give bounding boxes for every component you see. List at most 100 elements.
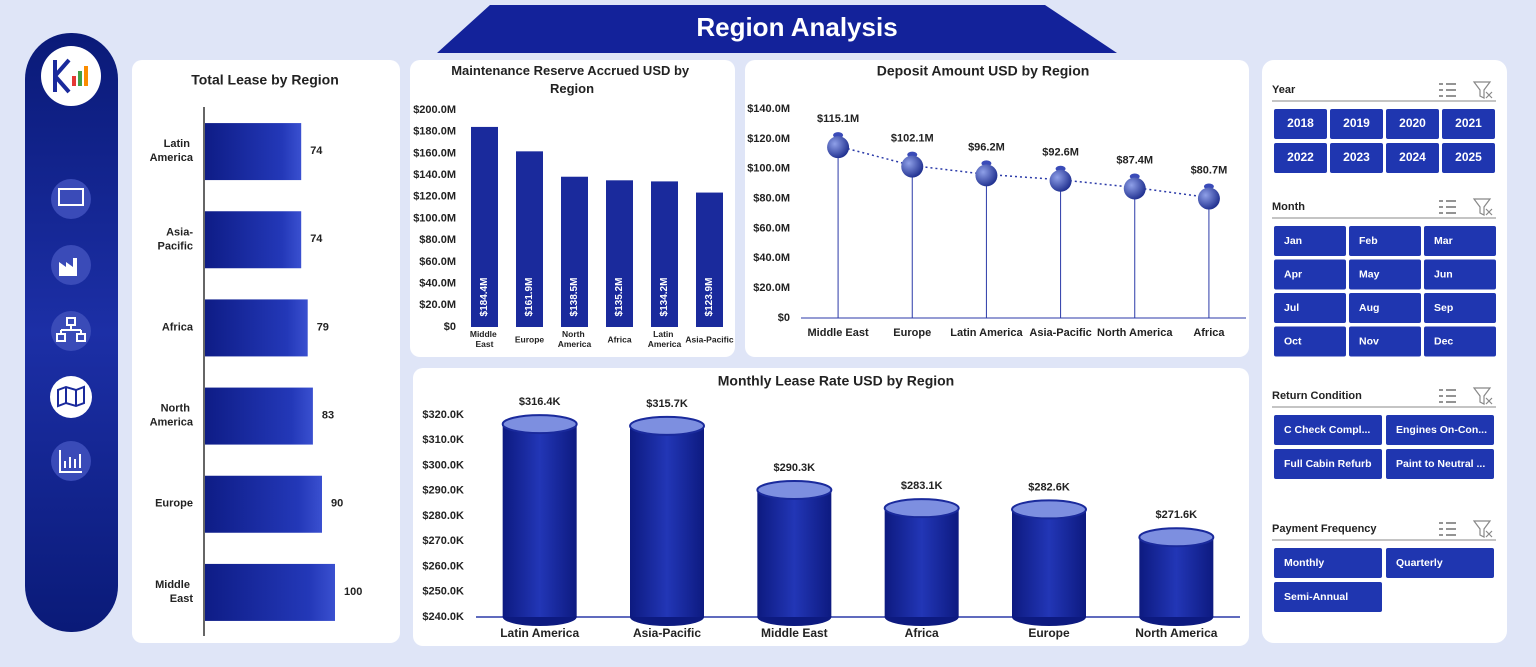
slicer-item: 2020: [1399, 116, 1426, 130]
multi-select-icon[interactable]: [1439, 200, 1456, 214]
data-label: $138.5M: [569, 278, 580, 317]
data-label: 79: [317, 321, 329, 333]
marker: [1123, 177, 1146, 200]
nav-icon: [59, 450, 82, 473]
slicer-button[interactable]: [1386, 415, 1494, 445]
bar: [630, 425, 704, 617]
marker: [1049, 169, 1072, 192]
nav-factory[interactable]: [51, 245, 91, 285]
x-tick-label: Asia-Pacific: [685, 334, 733, 344]
logo-bar: [84, 66, 88, 86]
x-tick-label: Middle East: [808, 327, 869, 339]
bar: [1012, 509, 1086, 617]
cylinder-top: [883, 498, 960, 519]
y-tick-label: Latin America: [150, 138, 194, 164]
nav-icon: [59, 258, 77, 276]
logo-mark: [53, 58, 71, 94]
slicer-button[interactable]: [1349, 326, 1421, 357]
y-tick-label: $120.0M: [413, 191, 456, 203]
bar: [205, 299, 308, 357]
slicer-item: Dec: [1434, 335, 1453, 347]
y-tick-label: $160.0M: [413, 147, 456, 159]
slicer-button[interactable]: [1424, 326, 1496, 357]
data-label: $184.4M: [479, 278, 490, 317]
slicer-button[interactable]: [1274, 548, 1382, 578]
cylinder-top: [501, 414, 578, 435]
slicer-button[interactable]: [1274, 259, 1346, 290]
slicer-button[interactable]: [1274, 449, 1382, 479]
data-label: $96.2M: [968, 141, 1005, 153]
bar: [502, 424, 577, 617]
slicer-button[interactable]: [1442, 143, 1495, 173]
x-tick-label: Africa: [607, 334, 631, 344]
x-tick-label: Middle East: [761, 626, 828, 640]
slicer-item: Apr: [1284, 268, 1302, 280]
slicer-button[interactable]: [1274, 143, 1327, 173]
multi-select-icon[interactable]: [1439, 83, 1456, 97]
clear-filter-icon[interactable]: [1472, 81, 1493, 99]
slicer-button[interactable]: [1349, 226, 1421, 256]
y-tick-label: $100.0M: [747, 163, 790, 175]
slicer-item: 2018: [1287, 116, 1314, 130]
data-label: $271.6K: [1156, 509, 1198, 521]
y-tick-label: Europe: [155, 498, 193, 510]
slicer-button[interactable]: [1274, 109, 1327, 139]
cylinder-top: [756, 479, 833, 500]
bar: [205, 563, 335, 621]
chart-title: Deposit Amount USD by Region: [877, 63, 1090, 79]
slicer-button[interactable]: [1386, 143, 1439, 173]
slicer-item: Nov: [1359, 335, 1379, 347]
slicer-button[interactable]: [1274, 293, 1346, 323]
slicer-button[interactable]: [1274, 582, 1382, 612]
slicer-item: Semi-Annual: [1284, 591, 1348, 603]
cylinder-top: [1011, 499, 1087, 520]
slicer-button[interactable]: [1386, 449, 1494, 479]
y-tick-label: $270.0K: [422, 535, 464, 547]
data-label: $123.9M: [704, 278, 715, 317]
slicer-button[interactable]: [1349, 293, 1421, 323]
slicer-button[interactable]: [1442, 109, 1495, 139]
slicer-button[interactable]: [1424, 293, 1496, 323]
slicer-button[interactable]: [1349, 259, 1421, 290]
x-tick-label: Europe: [515, 334, 545, 344]
y-tick-label: $180.0M: [413, 126, 456, 138]
data-label: $290.3K: [774, 462, 816, 474]
marker: [1197, 187, 1220, 210]
slicer-button[interactable]: [1424, 226, 1496, 256]
slicer-title: Payment Frequency: [1272, 523, 1377, 535]
slicer-button[interactable]: [1274, 415, 1382, 445]
y-tick-label: $0: [444, 321, 456, 333]
page-title: Region Analysis: [696, 12, 897, 42]
bar: [884, 508, 959, 617]
data-label: 74: [310, 145, 323, 157]
clear-filter-icon[interactable]: [1472, 520, 1493, 538]
bar: [205, 387, 313, 445]
nav-presentation[interactable]: [51, 179, 91, 219]
y-tick-label: $310.0K: [422, 434, 464, 446]
multi-select-icon[interactable]: [1439, 389, 1456, 403]
slicer-button[interactable]: [1330, 143, 1383, 173]
data-label: 74: [310, 233, 323, 245]
data-label: $80.7M: [1191, 164, 1228, 176]
nav-map-active[interactable]: [50, 376, 92, 418]
slicer-item: Quarterly: [1396, 557, 1443, 569]
y-tick-label: $60.0M: [753, 222, 790, 234]
slicer-button[interactable]: [1330, 109, 1383, 139]
data-label: 90: [331, 498, 343, 510]
slicer-button[interactable]: [1386, 109, 1439, 139]
slicer-item: Sep: [1434, 302, 1453, 314]
y-tick-label: $20.0M: [753, 282, 790, 294]
clear-filter-icon[interactable]: [1472, 198, 1493, 216]
data-label: 83: [322, 409, 334, 421]
slicer-item: Full Cabin Refurb: [1284, 458, 1372, 470]
y-tick-label: $100.0M: [413, 212, 456, 224]
y-tick-label: $20.0M: [419, 299, 456, 311]
slicer-button[interactable]: [1274, 226, 1346, 256]
nav-icons: [50, 179, 92, 481]
clear-filter-icon[interactable]: [1472, 387, 1493, 405]
slicer-button[interactable]: [1386, 548, 1494, 578]
multi-select-icon[interactable]: [1439, 522, 1456, 536]
slicer-button[interactable]: [1424, 259, 1496, 290]
slicer-button[interactable]: [1274, 326, 1346, 357]
